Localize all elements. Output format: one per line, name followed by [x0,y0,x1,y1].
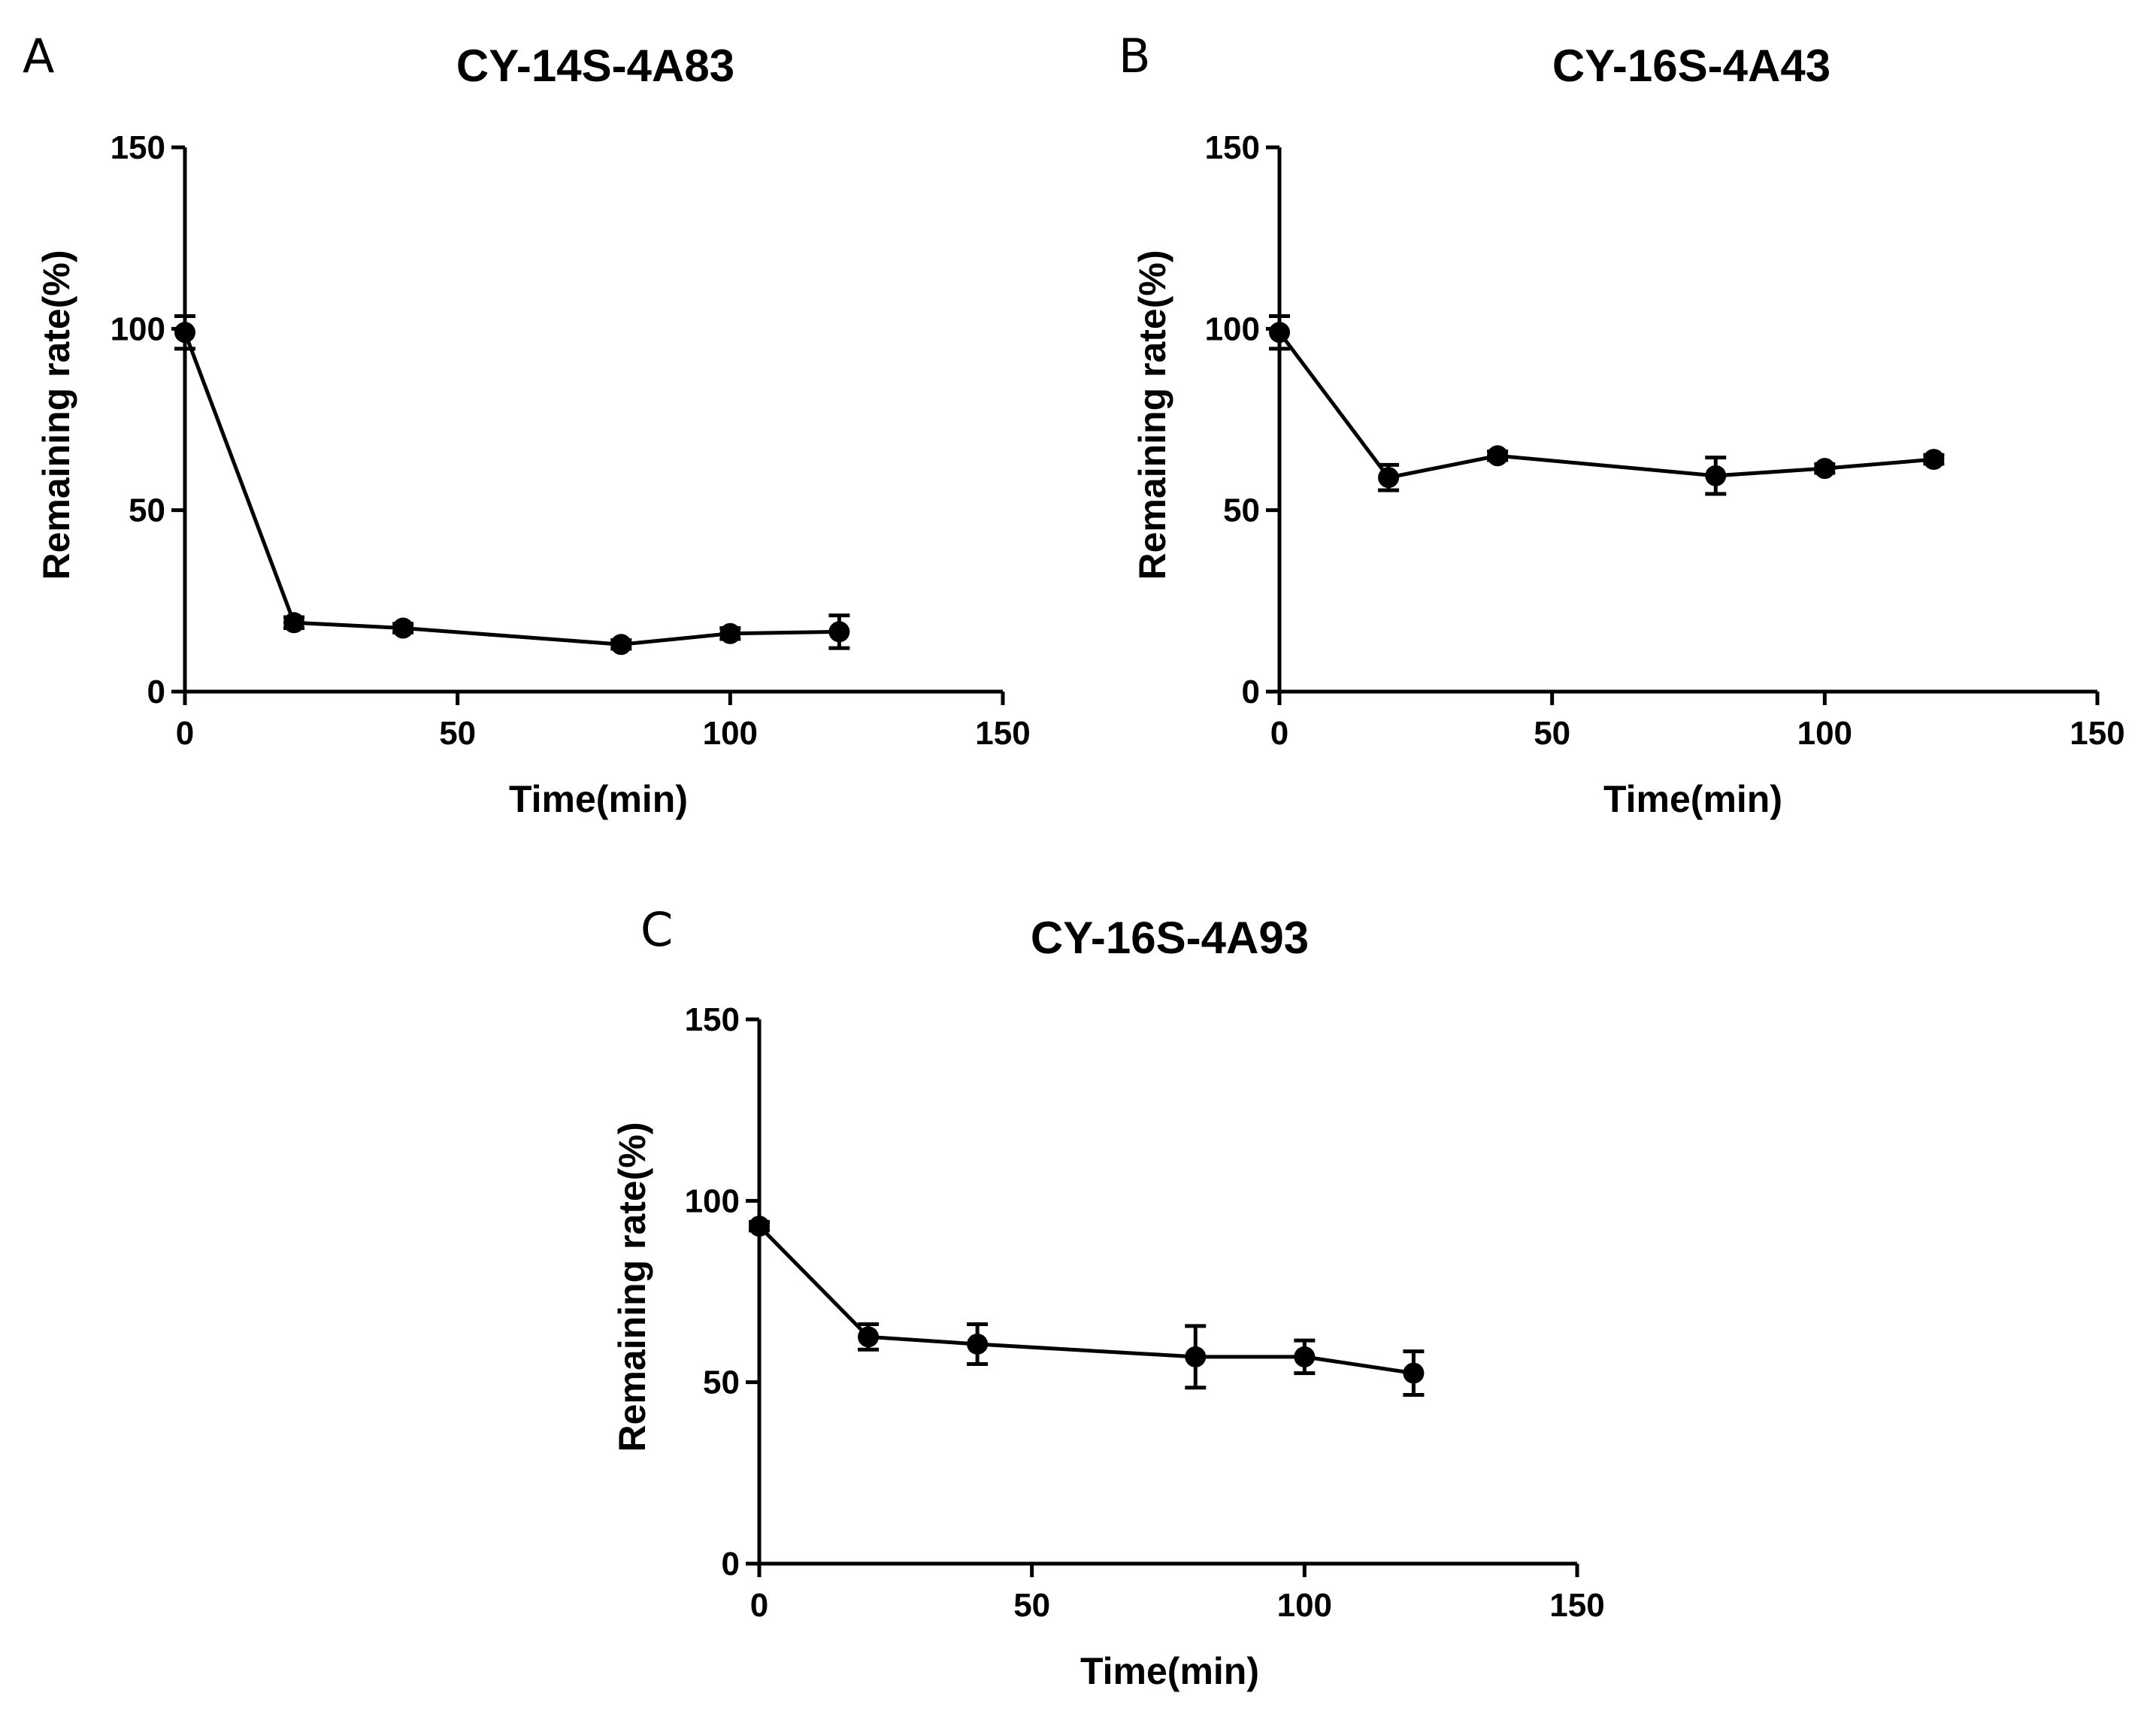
x-tick-label-a: 150 [975,715,1030,752]
data-point-c [749,1216,770,1237]
y-tick-label-a: 150 [111,129,165,166]
data-point-b [1487,445,1509,467]
y-tick-label-a: 100 [111,310,165,347]
x-tick-label-b: 100 [1797,715,1852,752]
axes-a: 0 50 100 150 0 50 100 150 [111,129,1031,752]
x-axis-title-c: Time(min) [1080,1650,1259,1692]
data-point-b [1923,449,1945,471]
series-line-c [758,1225,1414,1376]
data-point-a [283,612,305,634]
y-axis-title-c: Remaining rate(%) [611,1122,653,1452]
panel-letter-b: B [1119,29,1151,83]
plot-area-c [749,1216,1425,1398]
series-line-a [183,332,840,647]
panel-letter-a: A [23,29,54,83]
data-point-a [174,322,195,344]
chart-title-b: CY-16S-4A43 [1552,41,1830,91]
chart-panel-a: A CY-14S-4A83 Remaining rate(%) Time(min… [23,29,1031,820]
y-axis-title-b: Remaining rate(%) [1131,250,1173,580]
data-point-c [858,1326,880,1348]
x-tick-label-c: 100 [1277,1587,1332,1624]
x-tick-label-b: 150 [2070,715,2124,752]
y-tick-label-a: 50 [129,492,165,529]
data-point-c [1403,1362,1425,1384]
plot-area-b [1269,313,1945,496]
y-tick-label-c: 50 [703,1364,740,1401]
data-point-b [1378,467,1400,489]
data-point-b [1814,458,1836,480]
chart-title-a: CY-14S-4A83 [456,41,734,91]
x-tick-label-a: 50 [439,715,476,752]
plot-area-a [174,313,850,656]
x-tick-label-c: 150 [1549,1587,1604,1624]
y-tick-label-b: 100 [1205,310,1260,347]
x-axis-title-a: Time(min) [509,778,688,820]
y-tick-label-c: 0 [722,1546,740,1582]
y-tick-label-c: 150 [685,1001,740,1038]
chart-panel-b: B CY-16S-4A43 Remaining rate(%) Time(min… [1119,29,2125,820]
axes-b: 0 50 100 150 0 50 100 150 [1205,129,2125,752]
axes-c: 0 50 100 150 0 50 100 150 [685,1001,1605,1624]
chart-title-c: CY-16S-4A93 [1031,913,1309,963]
x-axis-title-b: Time(min) [1603,778,1782,820]
y-tick-label-c: 100 [685,1183,740,1219]
y-tick-label-b: 50 [1223,492,1260,529]
series-line-b [1278,331,1934,480]
data-point-c [1294,1346,1316,1367]
data-point-a [610,634,632,656]
data-point-a [392,617,414,639]
y-tick-label-b: 0 [1242,674,1260,710]
data-point-a [719,622,741,644]
data-point-c [1185,1346,1207,1367]
x-tick-label-b: 0 [1270,715,1288,752]
data-point-b [1269,322,1290,344]
panel-letter-c: C [640,902,673,957]
data-point-c [967,1333,989,1355]
y-tick-label-b: 150 [1205,129,1260,166]
data-point-b [1705,465,1727,486]
y-tick-label-a: 0 [147,674,165,710]
x-tick-label-c: 50 [1013,1587,1050,1624]
chart-panel-c: C CY-16S-4A93 Remaining rate(%) Time(min… [611,902,1605,1692]
x-tick-label-a: 100 [703,715,758,752]
data-point-a [828,621,850,643]
y-axis-title-a: Remaining rate(%) [35,250,77,580]
x-tick-label-a: 0 [176,715,194,752]
x-tick-label-c: 0 [750,1587,768,1624]
x-tick-label-b: 50 [1534,715,1570,752]
